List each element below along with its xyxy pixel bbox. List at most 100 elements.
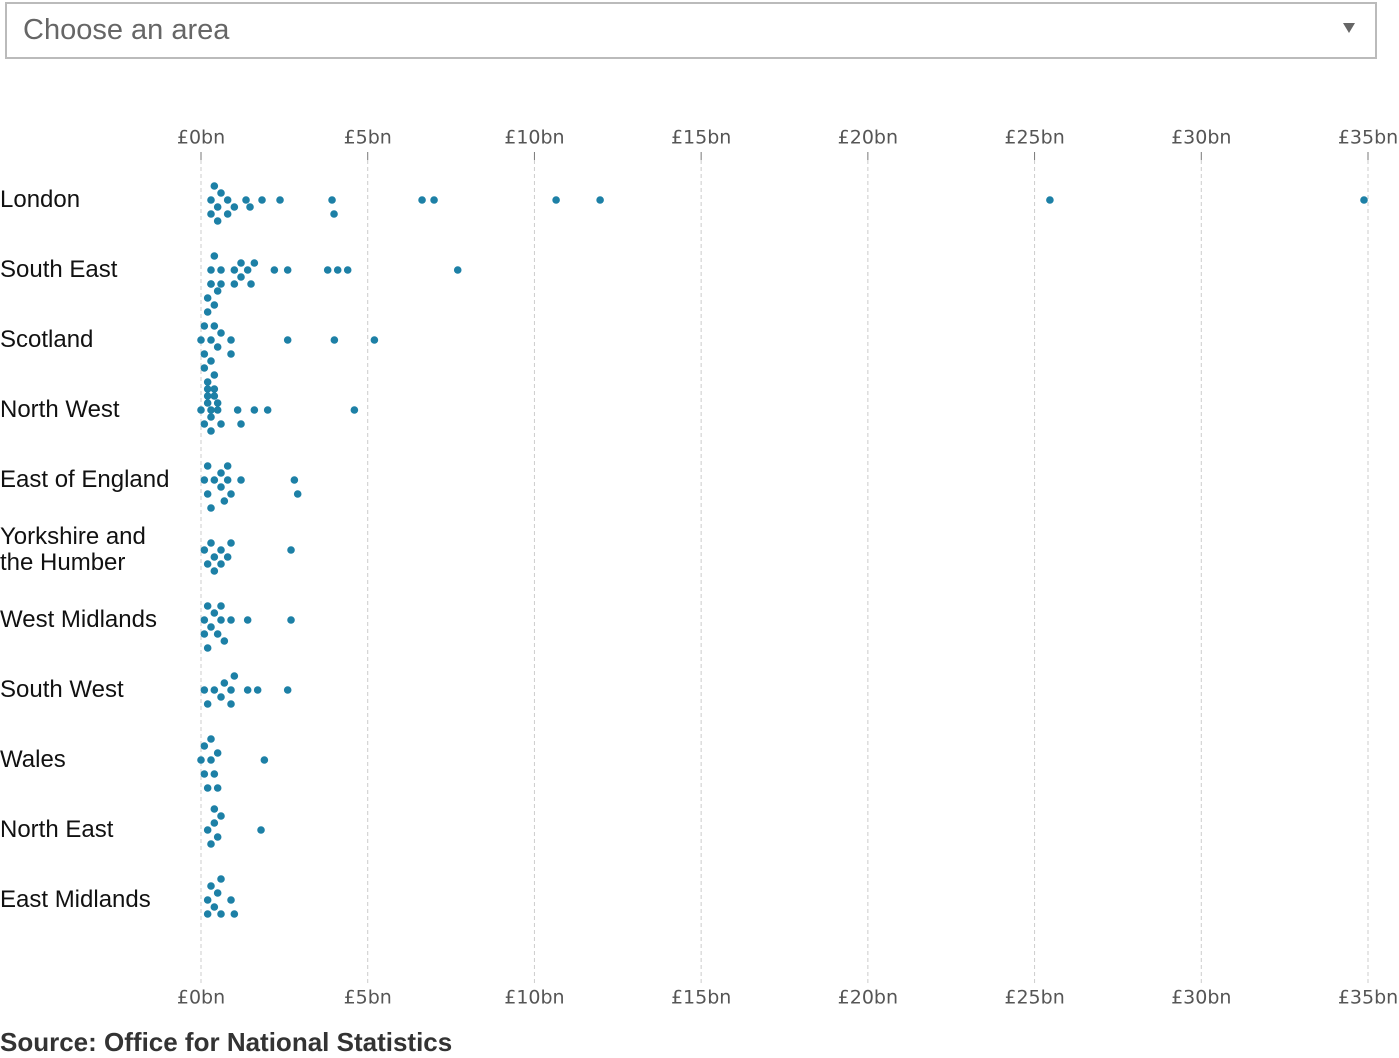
dot — [242, 196, 250, 204]
dot — [213, 343, 222, 351]
dropdown-arrow — [1343, 23, 1355, 33]
dot — [203, 784, 212, 792]
row-label: London — [0, 186, 81, 213]
dot — [343, 266, 352, 274]
dot — [217, 266, 225, 274]
x-tick-label-top: £30bn — [1171, 127, 1231, 149]
dot — [207, 539, 215, 547]
dot — [1046, 196, 1054, 204]
dot — [263, 406, 272, 414]
dot — [430, 196, 438, 204]
dot — [290, 476, 299, 484]
dot — [200, 630, 209, 638]
dot — [203, 294, 212, 302]
dropdown-placeholder: Choose an area — [23, 14, 230, 46]
dot — [210, 385, 219, 393]
dot — [207, 504, 215, 512]
x-tick-label-top: £10bn — [504, 127, 564, 149]
dot — [237, 420, 245, 428]
dot — [243, 616, 252, 624]
dot — [258, 196, 266, 204]
dot — [220, 497, 229, 505]
dot — [200, 546, 209, 554]
dot — [217, 483, 225, 491]
dot — [213, 784, 222, 792]
x-tick-label-bottom: £30bn — [1171, 987, 1231, 1009]
dot — [213, 217, 222, 225]
row-label: Yorkshire and the Humber — [0, 523, 146, 576]
dot — [227, 700, 235, 708]
source: Source: Office for National Statistics — [0, 1027, 453, 1057]
x-tick-label-bottom: £10bn — [504, 987, 564, 1009]
dot — [217, 910, 225, 918]
row-label: West Midlands — [0, 606, 157, 633]
dot — [207, 196, 215, 204]
x-tick-label-bottom: £0bn — [177, 987, 225, 1009]
dot — [217, 560, 225, 568]
dot — [287, 546, 295, 554]
dot — [210, 609, 219, 617]
dot — [223, 462, 232, 470]
dot — [1360, 196, 1368, 204]
dot — [220, 637, 229, 645]
dot — [220, 679, 229, 687]
dot — [227, 350, 235, 358]
dot — [596, 196, 604, 204]
dot — [333, 266, 342, 274]
dot — [207, 427, 215, 435]
dot — [210, 567, 219, 575]
dot — [330, 336, 339, 344]
dot — [230, 910, 239, 918]
dot — [230, 672, 239, 680]
dot — [237, 476, 245, 484]
dot — [418, 196, 426, 204]
dot — [223, 553, 232, 561]
dot — [247, 280, 255, 288]
dot — [210, 770, 219, 778]
dot — [230, 266, 239, 274]
row-label: South East — [0, 256, 118, 283]
dot — [213, 406, 222, 414]
dot — [283, 686, 292, 694]
dot — [207, 357, 215, 365]
dot — [203, 896, 212, 904]
dot — [270, 266, 279, 274]
dot — [243, 266, 252, 274]
dot — [210, 903, 219, 911]
dot — [217, 812, 225, 820]
dot — [207, 266, 215, 274]
dot — [217, 469, 225, 477]
dot — [203, 399, 212, 407]
dot — [213, 203, 222, 211]
dot — [207, 413, 215, 421]
dot — [203, 378, 212, 386]
dot — [217, 280, 225, 288]
dot — [223, 210, 232, 218]
dot — [210, 392, 219, 400]
dot — [260, 756, 269, 764]
dot — [217, 420, 225, 428]
dot — [293, 490, 302, 498]
dot — [246, 203, 254, 211]
dot — [237, 273, 245, 281]
dot — [213, 889, 222, 897]
x-tick-label-top: £0bn — [177, 127, 225, 149]
dot — [227, 490, 235, 498]
dot — [453, 266, 462, 274]
row-label: North West — [0, 396, 120, 423]
x-tick-label-bottom: £25bn — [1004, 987, 1064, 1009]
dot — [253, 686, 262, 694]
dot — [200, 322, 209, 330]
chart: £0bn £0bn £5bn £5bn £10bn £10bn £15bn £15bn £20b… — [177, 127, 1398, 1009]
dot — [257, 826, 265, 834]
dot — [203, 560, 212, 568]
row-label: Wales — [0, 746, 66, 773]
dot — [200, 742, 209, 750]
area-dropdown[interactable]: Choose an area — [5, 2, 1377, 59]
dot — [227, 336, 235, 344]
x-tick-label-top: £15bn — [671, 127, 731, 149]
dot — [210, 252, 219, 260]
dot — [287, 616, 295, 624]
x-tick-label-top: £35bn — [1338, 127, 1398, 149]
dot — [330, 210, 338, 218]
